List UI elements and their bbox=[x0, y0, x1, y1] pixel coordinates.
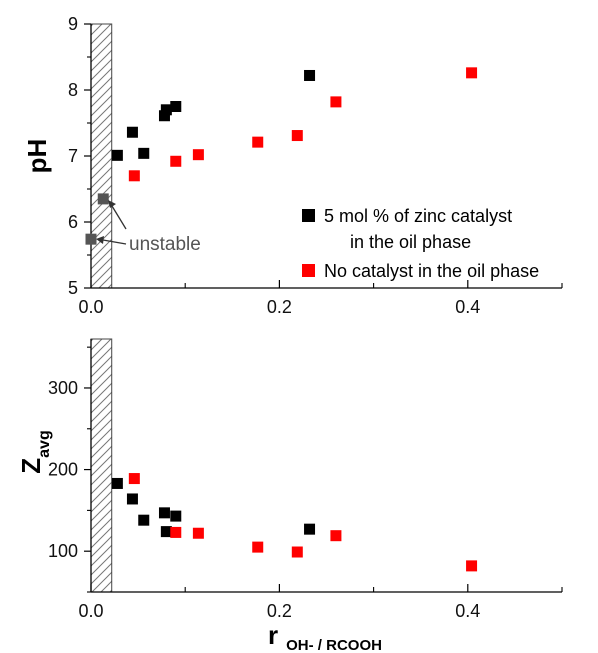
data-point bbox=[330, 96, 342, 108]
legend-marker-no-catalyst bbox=[302, 264, 315, 277]
y-tick-label: 300 bbox=[48, 378, 78, 398]
data-point bbox=[158, 110, 170, 122]
y-tick-label: 9 bbox=[68, 14, 78, 34]
data-point bbox=[160, 104, 172, 116]
x-tick-label: 0.0 bbox=[78, 601, 103, 621]
y-tick-label: 100 bbox=[48, 541, 78, 561]
data-point bbox=[252, 541, 264, 553]
data-point bbox=[192, 149, 204, 161]
data-point bbox=[160, 526, 172, 538]
x-tick-label: 0.4 bbox=[455, 601, 480, 621]
legend-label-zinc-line1: 5 mol % of zinc catalyst bbox=[324, 206, 512, 226]
data-point bbox=[138, 514, 150, 526]
y-tick-label: 200 bbox=[48, 460, 78, 480]
data-point bbox=[128, 473, 140, 485]
legend: 5 mol % of zinc catalyst in the oil phas… bbox=[302, 206, 539, 281]
legend-label-no-catalyst: No catalyst in the oil phase bbox=[324, 261, 539, 281]
data-point bbox=[170, 510, 182, 522]
x-tick-label: 0.4 bbox=[455, 297, 480, 317]
ph-panel: 0.0 0.2 0.4 5 6 7 8 9 pH unstable 5 mol % of zi… bbox=[22, 14, 563, 317]
y-tick-label: 5 bbox=[68, 278, 78, 298]
y-tick-label: 8 bbox=[68, 80, 78, 100]
x-axis-title-sub: OH- / RCOOH bbox=[286, 637, 382, 653]
data-point bbox=[126, 493, 138, 505]
zavg-axes: 0.0 0.2 0.4 100 200 300 bbox=[48, 339, 563, 621]
data-point bbox=[291, 546, 303, 558]
x-tick-label: 0.2 bbox=[267, 601, 292, 621]
data-point bbox=[97, 193, 109, 205]
ph-axes: 0.0 0.2 0.4 5 6 7 8 9 bbox=[68, 14, 563, 317]
annotation-arrow bbox=[111, 205, 127, 230]
x-tick-label: 0.2 bbox=[267, 297, 292, 317]
x-axis-title: r OH- / RCOOH bbox=[268, 620, 382, 653]
annotation-arrow bbox=[102, 239, 127, 245]
ph-axis-title: pH bbox=[22, 139, 52, 174]
y-tick-label: 7 bbox=[68, 146, 78, 166]
unstable-hatched-region bbox=[90, 338, 113, 593]
data-point bbox=[170, 526, 182, 538]
data-point bbox=[85, 233, 97, 245]
data-point bbox=[128, 170, 140, 182]
annotation-arrowhead bbox=[108, 200, 116, 208]
data-point bbox=[304, 523, 316, 535]
data-point bbox=[330, 530, 342, 542]
unstable-hatched-region bbox=[90, 23, 113, 289]
data-point bbox=[111, 477, 123, 489]
data-point bbox=[304, 69, 316, 81]
data-point bbox=[138, 147, 150, 159]
data-point bbox=[252, 136, 264, 148]
data-point bbox=[291, 130, 303, 142]
zavg-data-points bbox=[111, 473, 478, 572]
x-tick-label: 0.0 bbox=[78, 297, 103, 317]
data-point bbox=[192, 527, 204, 539]
x-axis-title-main: r bbox=[268, 620, 278, 650]
zavg-axis-title-main: Z bbox=[16, 458, 46, 474]
data-point bbox=[466, 560, 478, 572]
zavg-axis-title: Zavg bbox=[16, 430, 53, 473]
annotation-arrowhead bbox=[96, 236, 104, 244]
legend-marker-zinc bbox=[302, 209, 315, 222]
data-point bbox=[111, 149, 123, 161]
data-point bbox=[466, 67, 478, 79]
data-point bbox=[170, 101, 182, 112]
unstable-annotation: unstable bbox=[96, 200, 201, 255]
data-point bbox=[170, 155, 182, 167]
data-point bbox=[126, 126, 138, 138]
unstable-label: unstable bbox=[129, 234, 201, 255]
zavg-axis-title-sub: avg bbox=[36, 430, 53, 458]
ph-data-points bbox=[85, 67, 478, 245]
zavg-panel: 0.0 0.2 0.4 100 200 300 Zavg r OH- / RCOOH bbox=[16, 338, 563, 653]
y-tick-label: 6 bbox=[68, 212, 78, 232]
legend-label-zinc-line2: in the oil phase bbox=[350, 232, 471, 252]
data-point bbox=[158, 507, 170, 519]
